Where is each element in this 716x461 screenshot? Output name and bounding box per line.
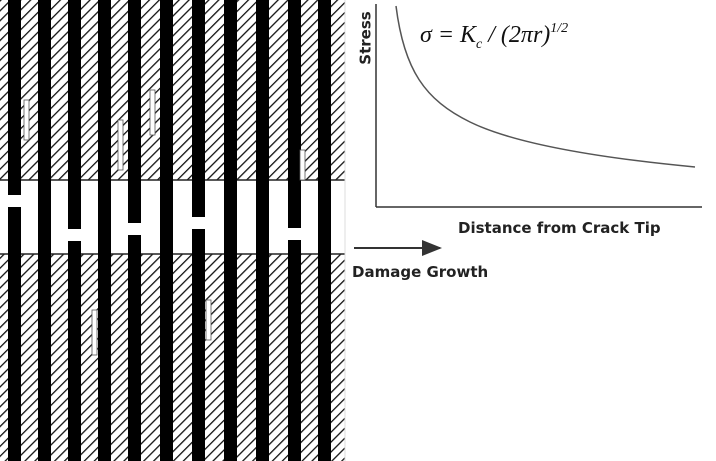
fiber-break	[191, 217, 206, 229]
formula-superscript: 1/2	[550, 21, 568, 36]
debond	[117, 119, 124, 171]
fiber-break	[287, 228, 302, 240]
debond	[205, 299, 212, 341]
formula-rhs: / (2πr)	[482, 22, 550, 48]
fiber	[160, 0, 173, 461]
fiber	[98, 0, 111, 461]
fiber	[192, 0, 205, 461]
stress-plot: Stress Distance from Crack Tip σ = Kc / …	[352, 4, 702, 281]
debond	[91, 309, 98, 356]
debond	[23, 99, 30, 141]
y-axis-label: Stress	[357, 11, 375, 64]
fiber	[8, 0, 21, 461]
stress-curve	[395, 5, 696, 168]
fiber-break	[7, 195, 22, 207]
composite-illustration	[0, 0, 346, 461]
fiber-break	[67, 229, 82, 241]
x-axis-label: Distance from Crack Tip	[458, 219, 661, 237]
formula: σ = Kc / (2πr)1/2	[420, 21, 568, 52]
formula-subscript: c	[476, 37, 483, 52]
formula-lhs: σ = K	[420, 22, 478, 48]
fiber	[38, 0, 51, 461]
fiber	[224, 0, 237, 461]
arrow-label: Damage Growth	[352, 263, 488, 281]
fiber-break	[127, 223, 142, 235]
debond	[149, 89, 156, 136]
fiber	[256, 0, 269, 461]
fiber	[318, 0, 331, 461]
debond	[299, 149, 306, 181]
